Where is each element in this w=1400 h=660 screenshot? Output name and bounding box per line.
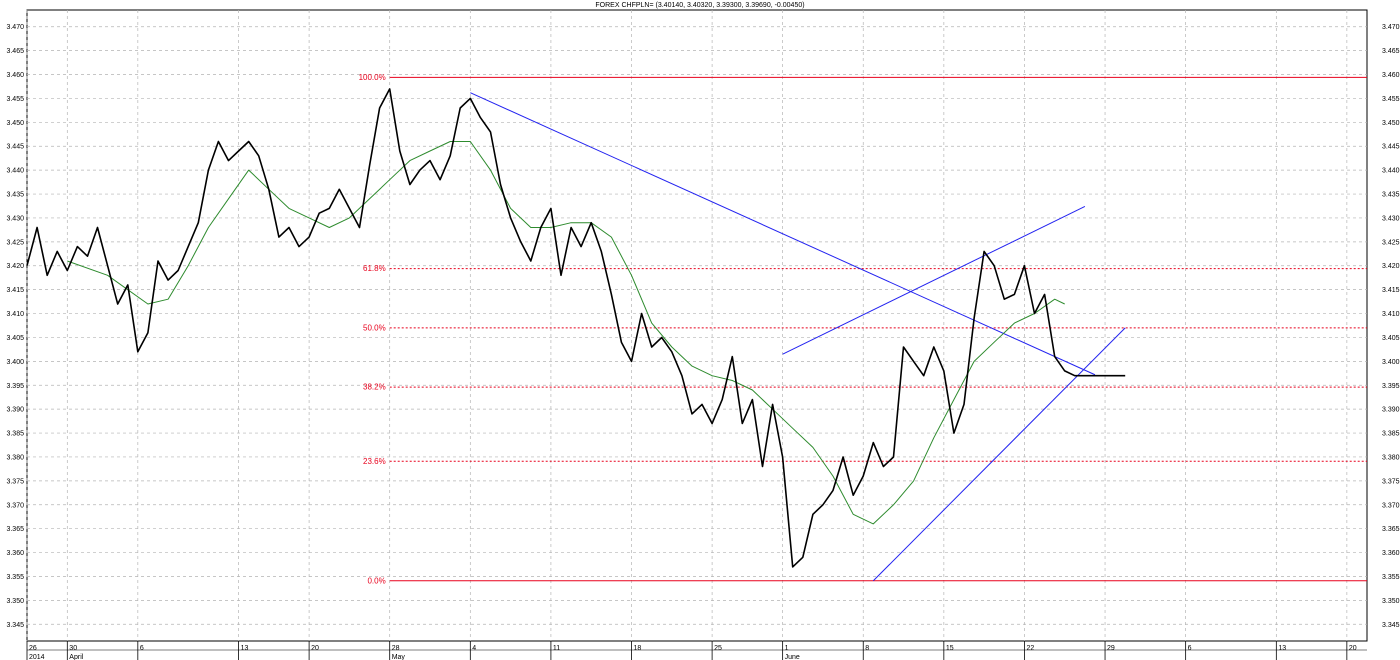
y-tick-label-left: 3.470 [6,24,24,31]
y-tick-label-right: 3.470 [1382,24,1400,31]
y-tick-label-left: 3.365 [6,526,24,533]
y-tick-label-left: 3.415 [6,287,24,294]
fib-level-label: 0.0% [367,576,385,585]
x-month-label: May [392,654,406,660]
y-tick-label-right: 3.405 [1382,335,1400,342]
fibonacci-levels: 100.0% 61.8% 50.0% 38.2% 23.6% 0.0% [359,73,1367,585]
y-tick-label-right: 3.395 [1382,383,1400,390]
y-tick-label-right: 3.455 [1382,96,1400,103]
y-tick-label-right: 3.450 [1382,120,1400,127]
grid [26,10,1367,641]
series-group [26,88,1126,568]
y-tick-label-right: 3.385 [1382,431,1400,438]
x-tick-label: 6 [140,645,144,652]
y-tick-label-left: 3.450 [6,120,24,127]
y-tick-label-right: 3.420 [1382,263,1400,270]
x-month-label: 2014 [29,654,45,660]
fib-level-label: 100.0% [359,73,386,82]
x-tick-label: 13 [1278,645,1286,652]
fib-level-label: 23.6% [363,457,386,466]
y-tick-label-right: 3.400 [1382,359,1400,366]
y-tick-label-left: 3.395 [6,383,24,390]
y-tick-label-left: 3.355 [6,574,24,581]
x-tick-label: 8 [865,645,869,652]
y-axis: 3.345 3.345 3.350 3.350 3.355 3.355 3.360 3.360… [6,24,1399,629]
y-tick-label-right: 3.370 [1382,502,1400,509]
y-tick-label-right: 3.425 [1382,239,1400,246]
y-tick-label-right: 3.410 [1382,311,1400,318]
plot-area [26,9,1368,642]
y-tick-label-left: 3.435 [6,192,24,199]
x-tick-label: 20 [1349,645,1357,652]
y-tick-label-left: 3.390 [6,407,24,414]
x-tick-label: 1 [785,645,789,652]
trendline [782,206,1086,355]
y-tick-label-left: 3.465 [6,48,24,55]
y-tick-label-left: 3.345 [6,622,24,629]
trendlines [470,92,1126,582]
fib-level-label: 50.0% [363,323,386,332]
y-tick-label-left: 3.420 [6,263,24,270]
y-tick-label-left: 3.375 [6,478,24,485]
x-tick-label: 28 [392,645,400,652]
x-tick-label: 22 [1026,645,1034,652]
y-tick-label-right: 3.365 [1382,526,1400,533]
chart-title: FOREX CHFPLN= (3.40140, 3.40320, 3.39300… [595,2,804,9]
fib-level-label: 61.8% [363,264,386,273]
x-tick-label: 29 [1107,645,1115,652]
y-tick-label-right: 3.465 [1382,48,1400,55]
y-tick-label-right: 3.415 [1382,287,1400,294]
trendline [470,92,1096,376]
y-tick-label-right: 3.360 [1382,550,1400,557]
y-tick-label-left: 3.400 [6,359,24,366]
y-tick-label-left: 3.405 [6,335,24,342]
y-tick-label-left: 3.360 [6,550,24,557]
x-tick-label: 18 [634,645,642,652]
y-tick-label-right: 3.345 [1382,622,1400,629]
x-axis: 26 2014 30 April 6 13 20 28 May 4 11 18 25 1 June 8 15 22… [26,641,1367,660]
y-tick-label-left: 3.410 [6,311,24,318]
x-tick-label: 30 [69,645,77,652]
y-tick-label-right: 3.350 [1382,598,1400,605]
x-tick-label: 11 [553,645,560,652]
x-tick-label: 25 [714,645,722,652]
x-tick-label: 6 [1188,645,1192,652]
y-tick-label-right: 3.460 [1382,72,1400,79]
y-tick-label-right: 3.355 [1382,574,1400,581]
y-tick-label-right: 3.440 [1382,168,1400,175]
x-month-label: April [69,654,83,660]
x-tick-label: 13 [241,645,249,652]
y-tick-label-right: 3.380 [1382,454,1400,461]
y-tick-label-right: 3.430 [1382,215,1400,222]
y-tick-label-left: 3.430 [6,215,24,222]
y-tick-label-left: 3.425 [6,239,24,246]
x-tick-label: 4 [472,645,476,652]
y-tick-label-right: 3.445 [1382,144,1400,151]
trendline [872,327,1126,582]
y-tick-label-left: 3.380 [6,454,24,461]
price-line [26,88,1126,568]
x-month-label: June [785,654,800,660]
x-tick-label: 20 [311,645,319,652]
y-tick-label-left: 3.370 [6,502,24,509]
y-tick-label-left: 3.350 [6,598,24,605]
y-tick-label-left: 3.440 [6,168,24,175]
y-tick-label-left: 3.460 [6,72,24,79]
x-tick-label: 15 [946,645,954,652]
y-tick-label-left: 3.455 [6,96,24,103]
y-tick-label-right: 3.375 [1382,478,1400,485]
x-tick-label: 26 [29,645,37,652]
y-tick-label-left: 3.385 [6,431,24,438]
y-tick-label-right: 3.390 [1382,407,1400,414]
y-tick-label-right: 3.435 [1382,192,1400,199]
fib-level-label: 38.2% [363,383,386,392]
y-tick-label-left: 3.445 [6,144,24,151]
